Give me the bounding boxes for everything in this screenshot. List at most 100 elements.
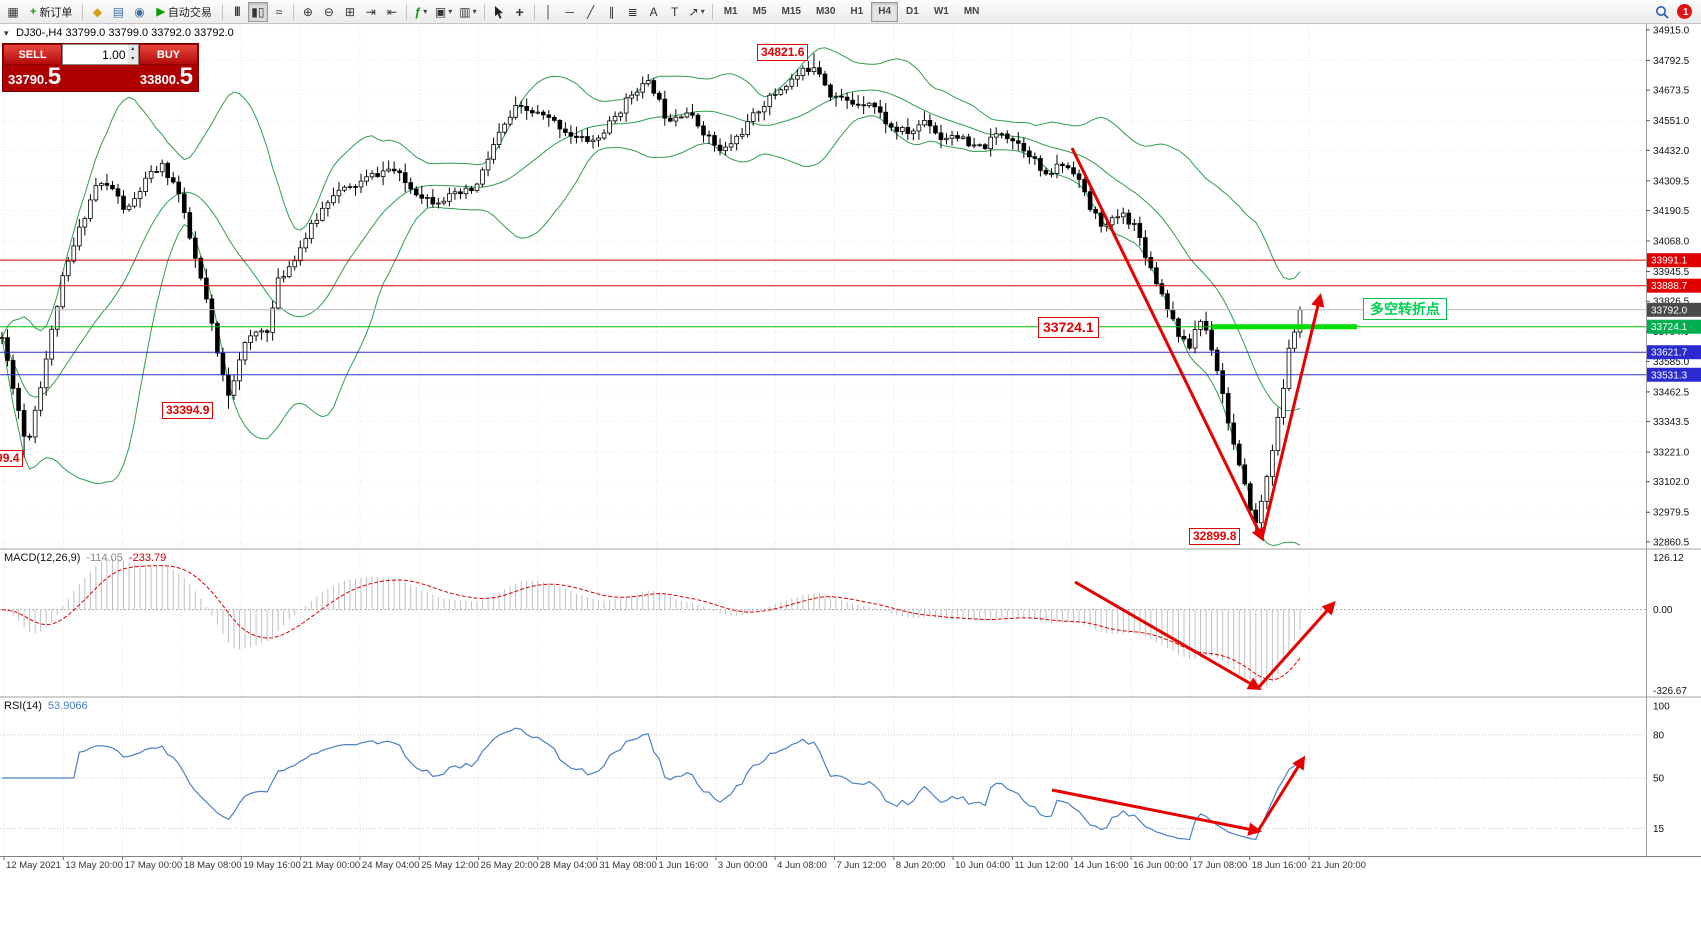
timeframe-h4[interactable]: H4 <box>871 1 899 22</box>
timeframe-h1[interactable]: H1 <box>843 2 870 22</box>
tile-windows-icon[interactable]: ⊞ <box>340 2 360 22</box>
trend-arrows <box>1051 147 1336 836</box>
svg-text:34792.5: 34792.5 <box>1653 56 1690 67</box>
svg-text:16 Jun 00:00: 16 Jun 00:00 <box>1133 860 1188 871</box>
price-axis[interactable]: 34915.0 34792.5 34673.5 34551.0 34432.0 34309… <box>1646 25 1701 548</box>
favorites-icon[interactable]: ◆ <box>87 2 107 22</box>
svg-text:0.00: 0.00 <box>1653 605 1673 616</box>
timeframe-w1[interactable]: W1 <box>927 2 956 22</box>
bollinger-bands <box>1 47 1301 547</box>
price-label-key-level[interactable]: 33724.1 <box>1038 317 1099 338</box>
search-icon[interactable] <box>1652 2 1672 22</box>
svg-text:24 May 04:00: 24 May 04:00 <box>362 860 420 871</box>
svg-text:13 May 20:00: 13 May 20:00 <box>65 860 123 871</box>
svg-text:33792.0: 33792.0 <box>1651 305 1688 316</box>
svg-text:126.12: 126.12 <box>1653 553 1684 564</box>
line-chart-icon[interactable]: ≈ <box>269 2 289 22</box>
text-tool[interactable]: A <box>644 2 664 22</box>
svg-text:21 May 00:00: 21 May 00:00 <box>303 860 361 871</box>
chart-window-icon[interactable]: ▦ <box>3 2 23 22</box>
new-order-plus-icon: + <box>30 5 37 18</box>
price-label-june-low[interactable]: 32899.8 <box>1189 528 1241 545</box>
svg-text:1 Jun 16:00: 1 Jun 16:00 <box>659 860 709 871</box>
zoom-in-icon[interactable]: ⊕ <box>298 2 318 22</box>
svg-text:33102.0: 33102.0 <box>1653 477 1690 488</box>
notification-badge[interactable]: 1 <box>1677 4 1692 19</box>
bar-chart-icon[interactable]: ||| <box>227 2 247 22</box>
time-axis[interactable]: 12 May 2021 13 May 20:00 17 May 00:00 18 Ma… <box>3 857 1366 871</box>
toolbar-separator <box>292 3 294 20</box>
svg-text:50: 50 <box>1653 774 1665 785</box>
bar-chart-glyph: ||| <box>234 6 240 17</box>
price-label-may-low[interactable]: 33394.9 <box>162 402 214 419</box>
market-watch-icon[interactable]: ▤ <box>108 2 128 22</box>
quick-trade-toggle-icon[interactable]: ▾ <box>4 28 9 38</box>
timeframe-m5[interactable]: M5 <box>746 2 774 22</box>
vertical-line-tool[interactable]: │ <box>539 2 559 22</box>
fibonacci-tool[interactable]: ≣ <box>623 2 643 22</box>
trade-prices-row: 33790.5 33800.5 <box>3 65 198 91</box>
line-chart-glyph: ≈ <box>275 4 283 19</box>
arrows-tool[interactable]: ↗ ▾ <box>686 2 708 22</box>
svg-text:33621.7: 33621.7 <box>1651 348 1688 359</box>
zoom-out-glyph: ⊖ <box>323 4 334 19</box>
templates-button[interactable]: ▥ ▾ <box>456 2 479 22</box>
panel-dividers[interactable] <box>0 24 1701 857</box>
svg-text:33531.3: 33531.3 <box>1651 370 1688 381</box>
label-tool[interactable]: T <box>665 2 685 22</box>
svg-text:32979.5: 32979.5 <box>1653 508 1690 519</box>
volume-spinner: ▴ ▾ <box>127 45 138 64</box>
dropdown-caret-icon: ▾ <box>472 7 477 16</box>
timeframe-m15[interactable]: M15 <box>775 2 808 22</box>
timeframe-d1[interactable]: D1 <box>899 2 926 22</box>
auto-trading-label: 自动交易 <box>167 6 212 19</box>
zoom-out-icon[interactable]: ⊖ <box>319 2 339 22</box>
auto-scroll-icon[interactable]: ⇥ <box>361 2 381 22</box>
price-label-high[interactable]: 34821.6 <box>757 44 809 61</box>
svg-text:33991.1: 33991.1 <box>1651 256 1688 267</box>
community-icon[interactable]: ◉ <box>129 2 149 22</box>
label-tool-glyph: T <box>670 4 679 19</box>
auto-trading-button[interactable]: ▶ 自动交易 <box>150 2 217 22</box>
chart-shift-icon[interactable]: ⇤ <box>382 2 402 22</box>
timeframe-m1[interactable]: M1 <box>717 2 745 22</box>
svg-text:11 Jun 12:00: 11 Jun 12:00 <box>1014 860 1068 871</box>
svg-text:28 May 04:00: 28 May 04:00 <box>540 860 598 871</box>
channel-tool[interactable]: ∥ <box>602 2 622 22</box>
crosshair-icon[interactable]: + <box>510 2 530 22</box>
svg-text:18 Jun 16:00: 18 Jun 16:00 <box>1252 860 1307 871</box>
svg-text:17 May 00:00: 17 May 00:00 <box>125 860 183 871</box>
new-order-button[interactable]: + 新订单 <box>24 2 78 22</box>
toolbar-separator <box>82 3 84 20</box>
svg-text:21 Jun 20:00: 21 Jun 20:00 <box>1311 860 1366 871</box>
periods-icon: ▣ <box>434 4 447 19</box>
timeframe-mn[interactable]: MN <box>957 2 987 22</box>
rsi-value: 53.9066 <box>47 700 88 712</box>
trendline-tool[interactable]: ╱ <box>581 2 601 22</box>
svg-text:25 May 12:00: 25 May 12:00 <box>421 860 479 871</box>
cursor-icon[interactable] <box>489 2 509 22</box>
price-label-clipped-left[interactable]: 33199.4 <box>0 450 24 467</box>
horizontal-level-lines[interactable] <box>0 259 1646 376</box>
volume-up-button[interactable]: ▴ <box>127 45 138 55</box>
chart-window-glyph: ▦ <box>7 4 19 19</box>
indicators-button[interactable]: ƒ ▾ <box>411 2 431 22</box>
timeframe-m30[interactable]: M30 <box>809 2 842 22</box>
sell-button[interactable]: SELL <box>3 44 62 65</box>
horizontal-line-tool[interactable]: ─ <box>560 2 580 22</box>
candlestick-chart-icon[interactable]: ▮▯ <box>247 1 268 22</box>
svg-text:15: 15 <box>1653 824 1665 835</box>
periods-button[interactable]: ▣ ▾ <box>432 2 455 22</box>
buy-button[interactable]: BUY <box>139 44 198 65</box>
svg-text:34673.5: 34673.5 <box>1653 86 1690 97</box>
svg-text:19 May 16:00: 19 May 16:00 <box>243 860 301 871</box>
volume-down-button[interactable]: ▾ <box>127 54 138 64</box>
candlesticks <box>0 53 1303 533</box>
svg-text:4 Jun 08:00: 4 Jun 08:00 <box>777 860 827 871</box>
turning-point-label[interactable]: 多空转折点 <box>1363 298 1447 320</box>
volume-input[interactable] <box>63 45 128 64</box>
svg-text:3 Jun 00:00: 3 Jun 00:00 <box>718 860 768 871</box>
cursor-glyph <box>494 5 503 19</box>
toolbar-separator <box>221 3 223 20</box>
